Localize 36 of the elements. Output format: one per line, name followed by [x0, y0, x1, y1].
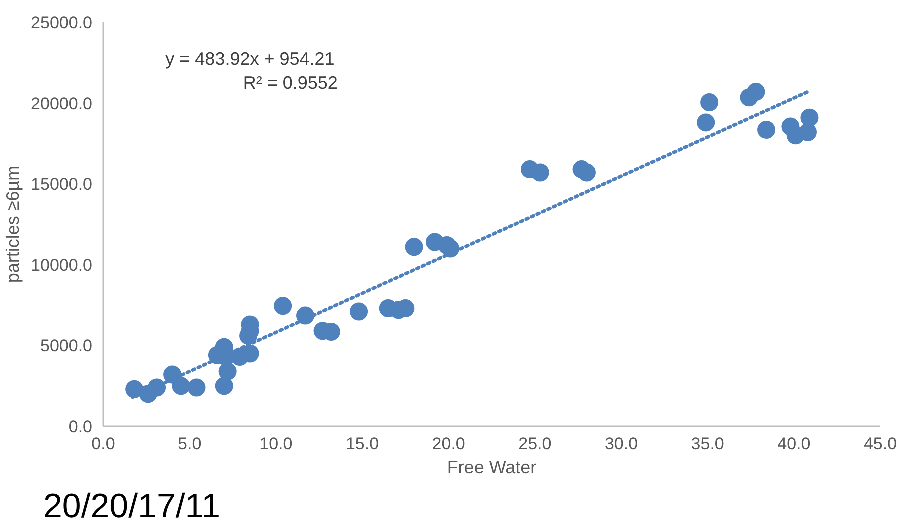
y-tick-label: 25000.0 — [31, 14, 92, 32]
text: 20/20/17/11 — [44, 488, 221, 526]
point — [800, 108, 819, 127]
point — [758, 120, 776, 139]
x-axis-title: Free Water — [447, 458, 537, 478]
point — [188, 378, 206, 397]
point — [172, 377, 190, 396]
point — [405, 238, 424, 256]
point — [350, 302, 368, 321]
y-tick-label: 0.0 — [68, 418, 93, 436]
x-tick-label: 20.0 — [432, 434, 466, 454]
annotation: y = 483.92x + 954.21 — [166, 48, 335, 69]
y-tick-label: 15000.0 — [31, 175, 92, 194]
x-tick-label: 40.0 — [778, 434, 811, 454]
x-tick-label: 5.0 — [178, 434, 202, 454]
x-tick-label: 10.0 — [260, 434, 293, 454]
x-tick-label: 45.0 — [864, 434, 898, 454]
point — [218, 362, 237, 381]
x-tick-label: 15.0 — [346, 434, 380, 454]
y-axis-title: particles ≥6µm — [3, 166, 24, 284]
x-tick-label: 0.0 — [92, 434, 116, 454]
point — [578, 164, 596, 182]
annotation: R² = 0.9552 — [243, 73, 338, 93]
point — [274, 297, 292, 316]
point — [700, 94, 719, 112]
y-tick-label: 5000.0 — [40, 336, 93, 356]
point — [531, 164, 550, 182]
x-tick-label: 35.0 — [691, 434, 724, 454]
point — [215, 377, 234, 396]
y-tick-label: 10000.0 — [31, 256, 92, 275]
point — [798, 123, 817, 142]
x-tick-label: 30.0 — [604, 434, 638, 454]
y-tick-label: 20000.0 — [31, 94, 92, 114]
x-tick-label: 25.0 — [518, 434, 552, 454]
point — [747, 83, 766, 101]
point — [697, 114, 716, 132]
